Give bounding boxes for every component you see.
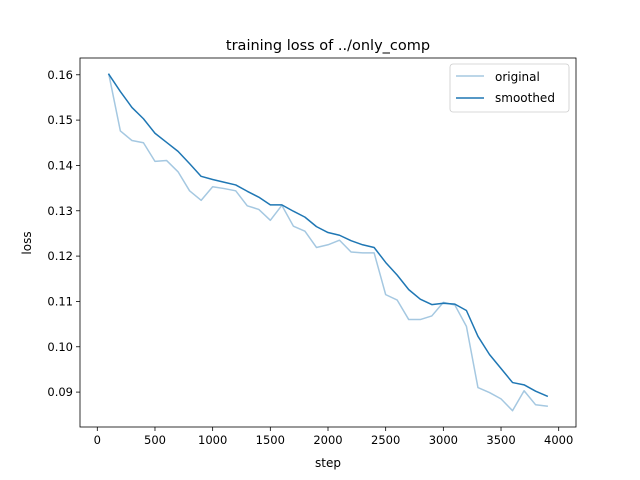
- x-tick-label: 3000: [429, 433, 458, 447]
- chart-title: training loss of ../only_comp: [226, 38, 430, 54]
- x-tick-label: 4000: [544, 433, 573, 447]
- x-axis-ticks: 0 500 1000 1500 2000 2500 3000 3500 4000: [94, 427, 573, 447]
- x-tick-label: 2500: [371, 433, 400, 447]
- y-tick-label: 0.12: [47, 249, 73, 263]
- y-tick-label: 0.11: [47, 294, 73, 308]
- y-tick-label: 0.09: [47, 385, 73, 399]
- y-tick-label: 0.10: [47, 340, 73, 354]
- y-axis-label: loss: [20, 231, 34, 254]
- x-tick-label: 1500: [256, 433, 285, 447]
- y-axis-ticks: 0.09 0.10 0.11 0.12 0.13 0.14 0.15 0.16: [47, 68, 80, 399]
- plot-lines: [107, 73, 549, 412]
- plot-frame: [79, 57, 577, 428]
- legend-label-original: original: [495, 70, 540, 84]
- legend: original smoothed: [449, 63, 570, 113]
- series-line-smoothed: [107, 73, 549, 398]
- x-tick-label: 0: [94, 433, 101, 447]
- legend-label-smoothed: smoothed: [495, 91, 555, 105]
- y-tick-label: 0.15: [47, 113, 73, 127]
- y-tick-label: 0.16: [47, 68, 73, 82]
- x-axis-label: step: [315, 456, 341, 470]
- y-tick-label: 0.13: [47, 204, 73, 218]
- x-tick-label: 3500: [486, 433, 515, 447]
- x-tick-label: 2000: [313, 433, 342, 447]
- y-tick-label: 0.14: [47, 158, 73, 172]
- x-tick-label: 1000: [198, 433, 227, 447]
- x-tick-label: 500: [144, 433, 166, 447]
- series-line-original: [107, 73, 548, 412]
